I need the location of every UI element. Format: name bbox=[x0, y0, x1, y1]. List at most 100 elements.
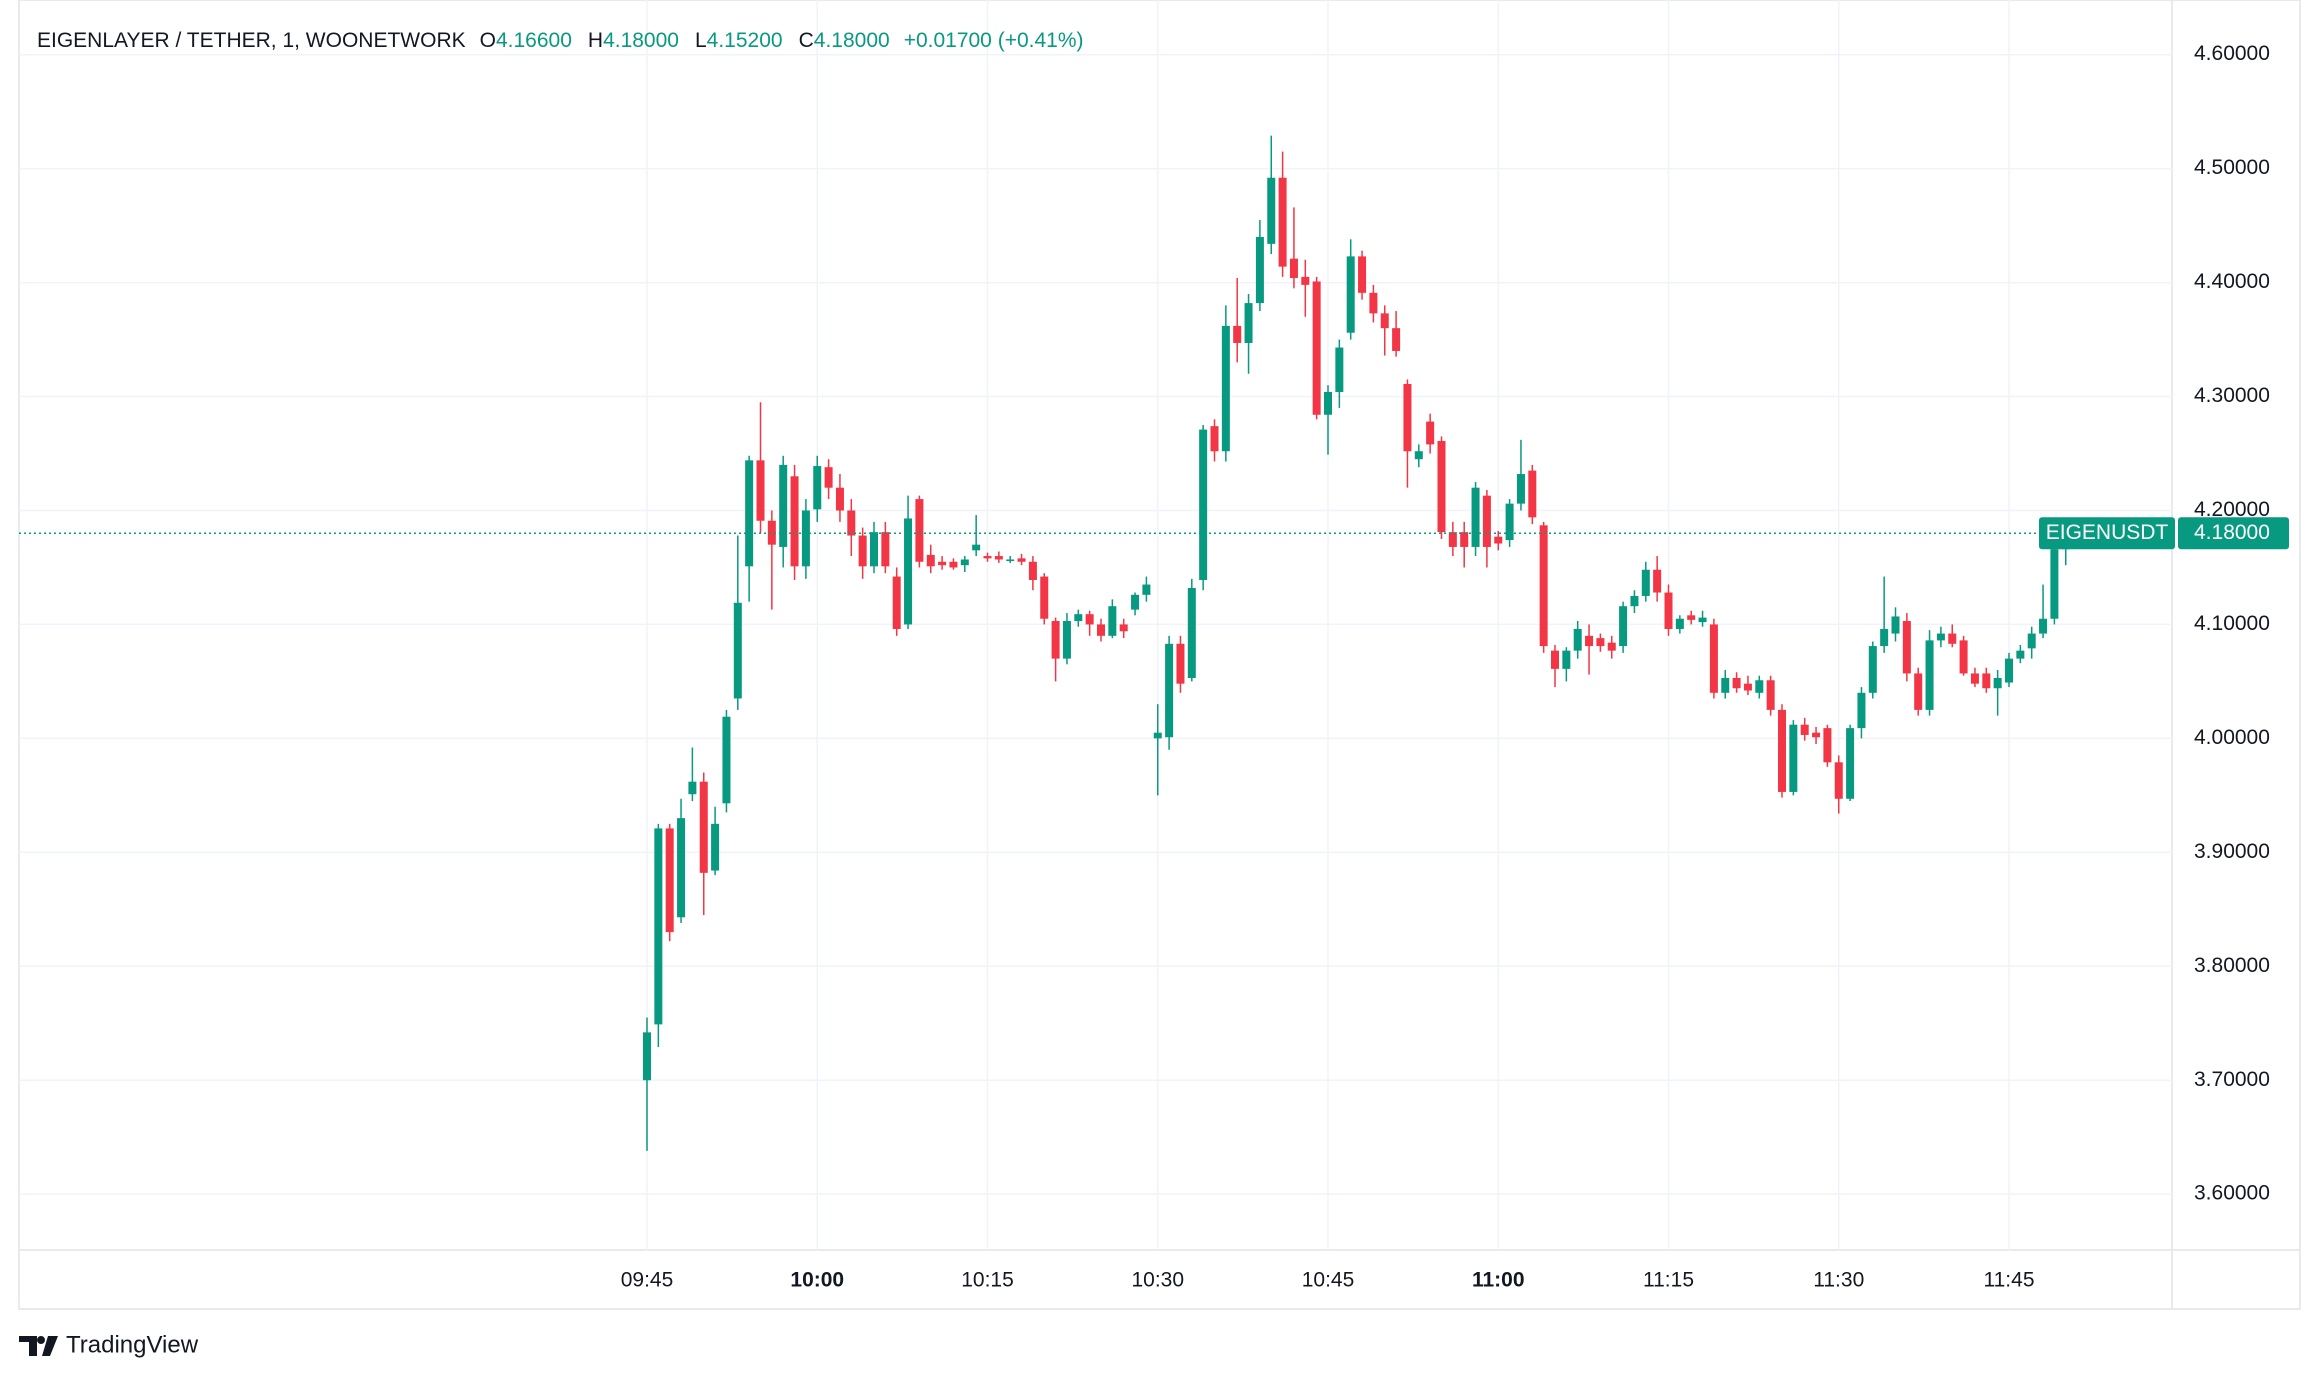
y-tick-label: 4.00000 bbox=[2194, 726, 2270, 749]
candle bbox=[1187, 578, 1196, 682]
candle bbox=[1233, 278, 1242, 363]
candle bbox=[1289, 207, 1298, 289]
candle bbox=[1891, 607, 1900, 642]
x-tick-label: 11:00 bbox=[1472, 1269, 1525, 1292]
candle-body bbox=[1471, 487, 1480, 547]
candle-body bbox=[643, 1032, 651, 1081]
candle-body bbox=[1993, 677, 2002, 689]
candle bbox=[926, 544, 935, 574]
candle-body bbox=[892, 576, 901, 629]
candle bbox=[1812, 726, 1821, 745]
ohlc-value: 4.18000 bbox=[603, 29, 679, 52]
candle bbox=[1165, 635, 1174, 750]
y-tick-label: 4.10000 bbox=[2194, 612, 2270, 635]
candle bbox=[1108, 599, 1117, 639]
candle bbox=[1199, 425, 1208, 591]
candle bbox=[745, 455, 754, 602]
candle bbox=[688, 747, 697, 802]
candle-body bbox=[1358, 256, 1367, 293]
candle bbox=[1607, 635, 1616, 659]
candle bbox=[1017, 553, 1026, 566]
candle-body bbox=[1573, 628, 1582, 651]
candle-body bbox=[960, 559, 969, 566]
x-tick-label: 10:15 bbox=[961, 1269, 1014, 1292]
candle-body bbox=[1902, 621, 1911, 674]
candle-body bbox=[949, 561, 958, 568]
candle-body bbox=[1403, 384, 1412, 452]
header-title: EIGENLAYER / TETHER, 1, WOONETWORK bbox=[37, 29, 466, 52]
candle bbox=[677, 798, 686, 923]
candle bbox=[1085, 610, 1094, 636]
candle bbox=[915, 495, 924, 568]
ohlc-value: 4.15200 bbox=[707, 29, 783, 52]
candle-body bbox=[1062, 621, 1071, 659]
candle-body bbox=[1482, 495, 1491, 547]
candle-body bbox=[722, 716, 731, 804]
candle-body bbox=[1891, 616, 1900, 634]
candle bbox=[858, 527, 867, 579]
y-tick-label: 4.30000 bbox=[2194, 384, 2270, 407]
candle-body bbox=[1675, 618, 1684, 629]
candle bbox=[1596, 633, 1605, 652]
candle-body bbox=[1131, 594, 1140, 610]
chart-frame bbox=[18, 0, 2301, 1310]
chart-header: EIGENLAYER / TETHER, 1, WOONETWORK O4.166… bbox=[37, 29, 1084, 52]
candle-body bbox=[1834, 762, 1843, 799]
candle bbox=[2050, 544, 2059, 625]
candle-body bbox=[1709, 624, 1718, 693]
candle-body bbox=[972, 544, 981, 551]
x-tick-label: 11:30 bbox=[1813, 1269, 1864, 1292]
candle bbox=[1414, 444, 1423, 468]
candle-body bbox=[1176, 643, 1185, 684]
candle bbox=[892, 567, 901, 636]
candle-body bbox=[790, 476, 799, 567]
candle-body bbox=[1551, 650, 1559, 669]
candle-body bbox=[688, 781, 697, 795]
candle bbox=[1074, 609, 1083, 627]
candle-body bbox=[1153, 732, 1162, 739]
candle-body bbox=[1085, 614, 1094, 625]
y-tick-label: 4.20000 bbox=[2194, 498, 2270, 521]
candle bbox=[870, 521, 878, 574]
candle bbox=[1902, 613, 1911, 682]
candle bbox=[881, 521, 890, 574]
candle-body bbox=[1380, 313, 1389, 329]
candle bbox=[1505, 499, 1514, 547]
candle-body bbox=[1187, 587, 1196, 678]
candle bbox=[1687, 610, 1696, 625]
candle-body bbox=[1426, 421, 1435, 445]
candle-body bbox=[1539, 525, 1548, 647]
y-tick-label: 3.80000 bbox=[2194, 954, 2270, 977]
candle-body bbox=[1982, 673, 1991, 689]
ohlc-value: 4.16600 bbox=[496, 29, 572, 52]
candle-body bbox=[1040, 576, 1049, 619]
symbol-label: EIGENUSDT bbox=[2046, 521, 2169, 544]
candle-body bbox=[1097, 624, 1105, 636]
candle bbox=[711, 806, 720, 876]
candle bbox=[1380, 305, 1389, 356]
candle bbox=[801, 499, 810, 579]
candle bbox=[904, 495, 913, 629]
candle-body bbox=[1017, 558, 1026, 562]
candle bbox=[1653, 556, 1662, 602]
candle-body bbox=[881, 532, 890, 567]
candle-body bbox=[1006, 559, 1015, 561]
candle-body bbox=[1494, 536, 1503, 544]
ohlc-key: L bbox=[695, 29, 707, 52]
candle bbox=[790, 464, 799, 580]
candle bbox=[1437, 436, 1446, 539]
candle bbox=[1970, 667, 1979, 688]
candle bbox=[1743, 675, 1752, 696]
candle-body bbox=[1108, 606, 1117, 636]
candle bbox=[722, 709, 731, 813]
candle bbox=[1732, 672, 1741, 693]
candle bbox=[1528, 464, 1537, 525]
candle bbox=[1619, 601, 1628, 653]
candle-body bbox=[1641, 569, 1650, 596]
candle-body bbox=[1448, 532, 1457, 547]
candle bbox=[1335, 339, 1344, 408]
candle bbox=[949, 558, 958, 570]
candle bbox=[994, 551, 1003, 563]
candle-body bbox=[1165, 643, 1174, 738]
candle bbox=[983, 552, 992, 562]
